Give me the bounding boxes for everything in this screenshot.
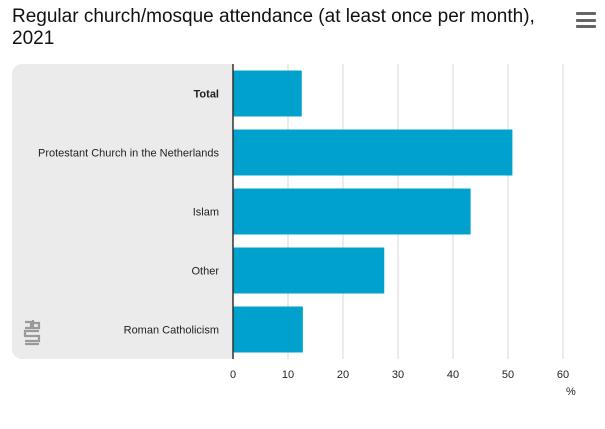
bar-1 bbox=[233, 129, 513, 176]
category-label-4: Roman Catholicism bbox=[124, 325, 219, 337]
x-tick-label-6: 60 bbox=[557, 369, 569, 381]
category-label-0: Total bbox=[194, 89, 219, 101]
chart-title: Regular church/mosque attendance (at lea… bbox=[12, 6, 535, 49]
category-label-1: Protestant Church in the Netherlands bbox=[38, 148, 219, 160]
bar-2 bbox=[233, 188, 471, 235]
hamburger-menu-icon[interactable] bbox=[576, 12, 596, 28]
x-tick-label-0: 0 bbox=[230, 369, 236, 381]
cbs-logo-icon bbox=[23, 320, 41, 346]
bar-4 bbox=[233, 306, 303, 353]
category-label-2: Islam bbox=[193, 207, 219, 219]
bar-3 bbox=[233, 247, 385, 294]
x-tick-label-3: 30 bbox=[392, 369, 404, 381]
x-axis-unit-label: % bbox=[566, 386, 576, 398]
category-label-3: Other bbox=[191, 266, 219, 278]
x-tick-label-2: 20 bbox=[337, 369, 349, 381]
x-tick-label-4: 40 bbox=[447, 369, 459, 381]
x-tick-label-5: 50 bbox=[502, 369, 514, 381]
bar-0 bbox=[233, 70, 302, 117]
x-tick-label-1: 10 bbox=[282, 369, 294, 381]
category-label-panel bbox=[12, 64, 233, 359]
